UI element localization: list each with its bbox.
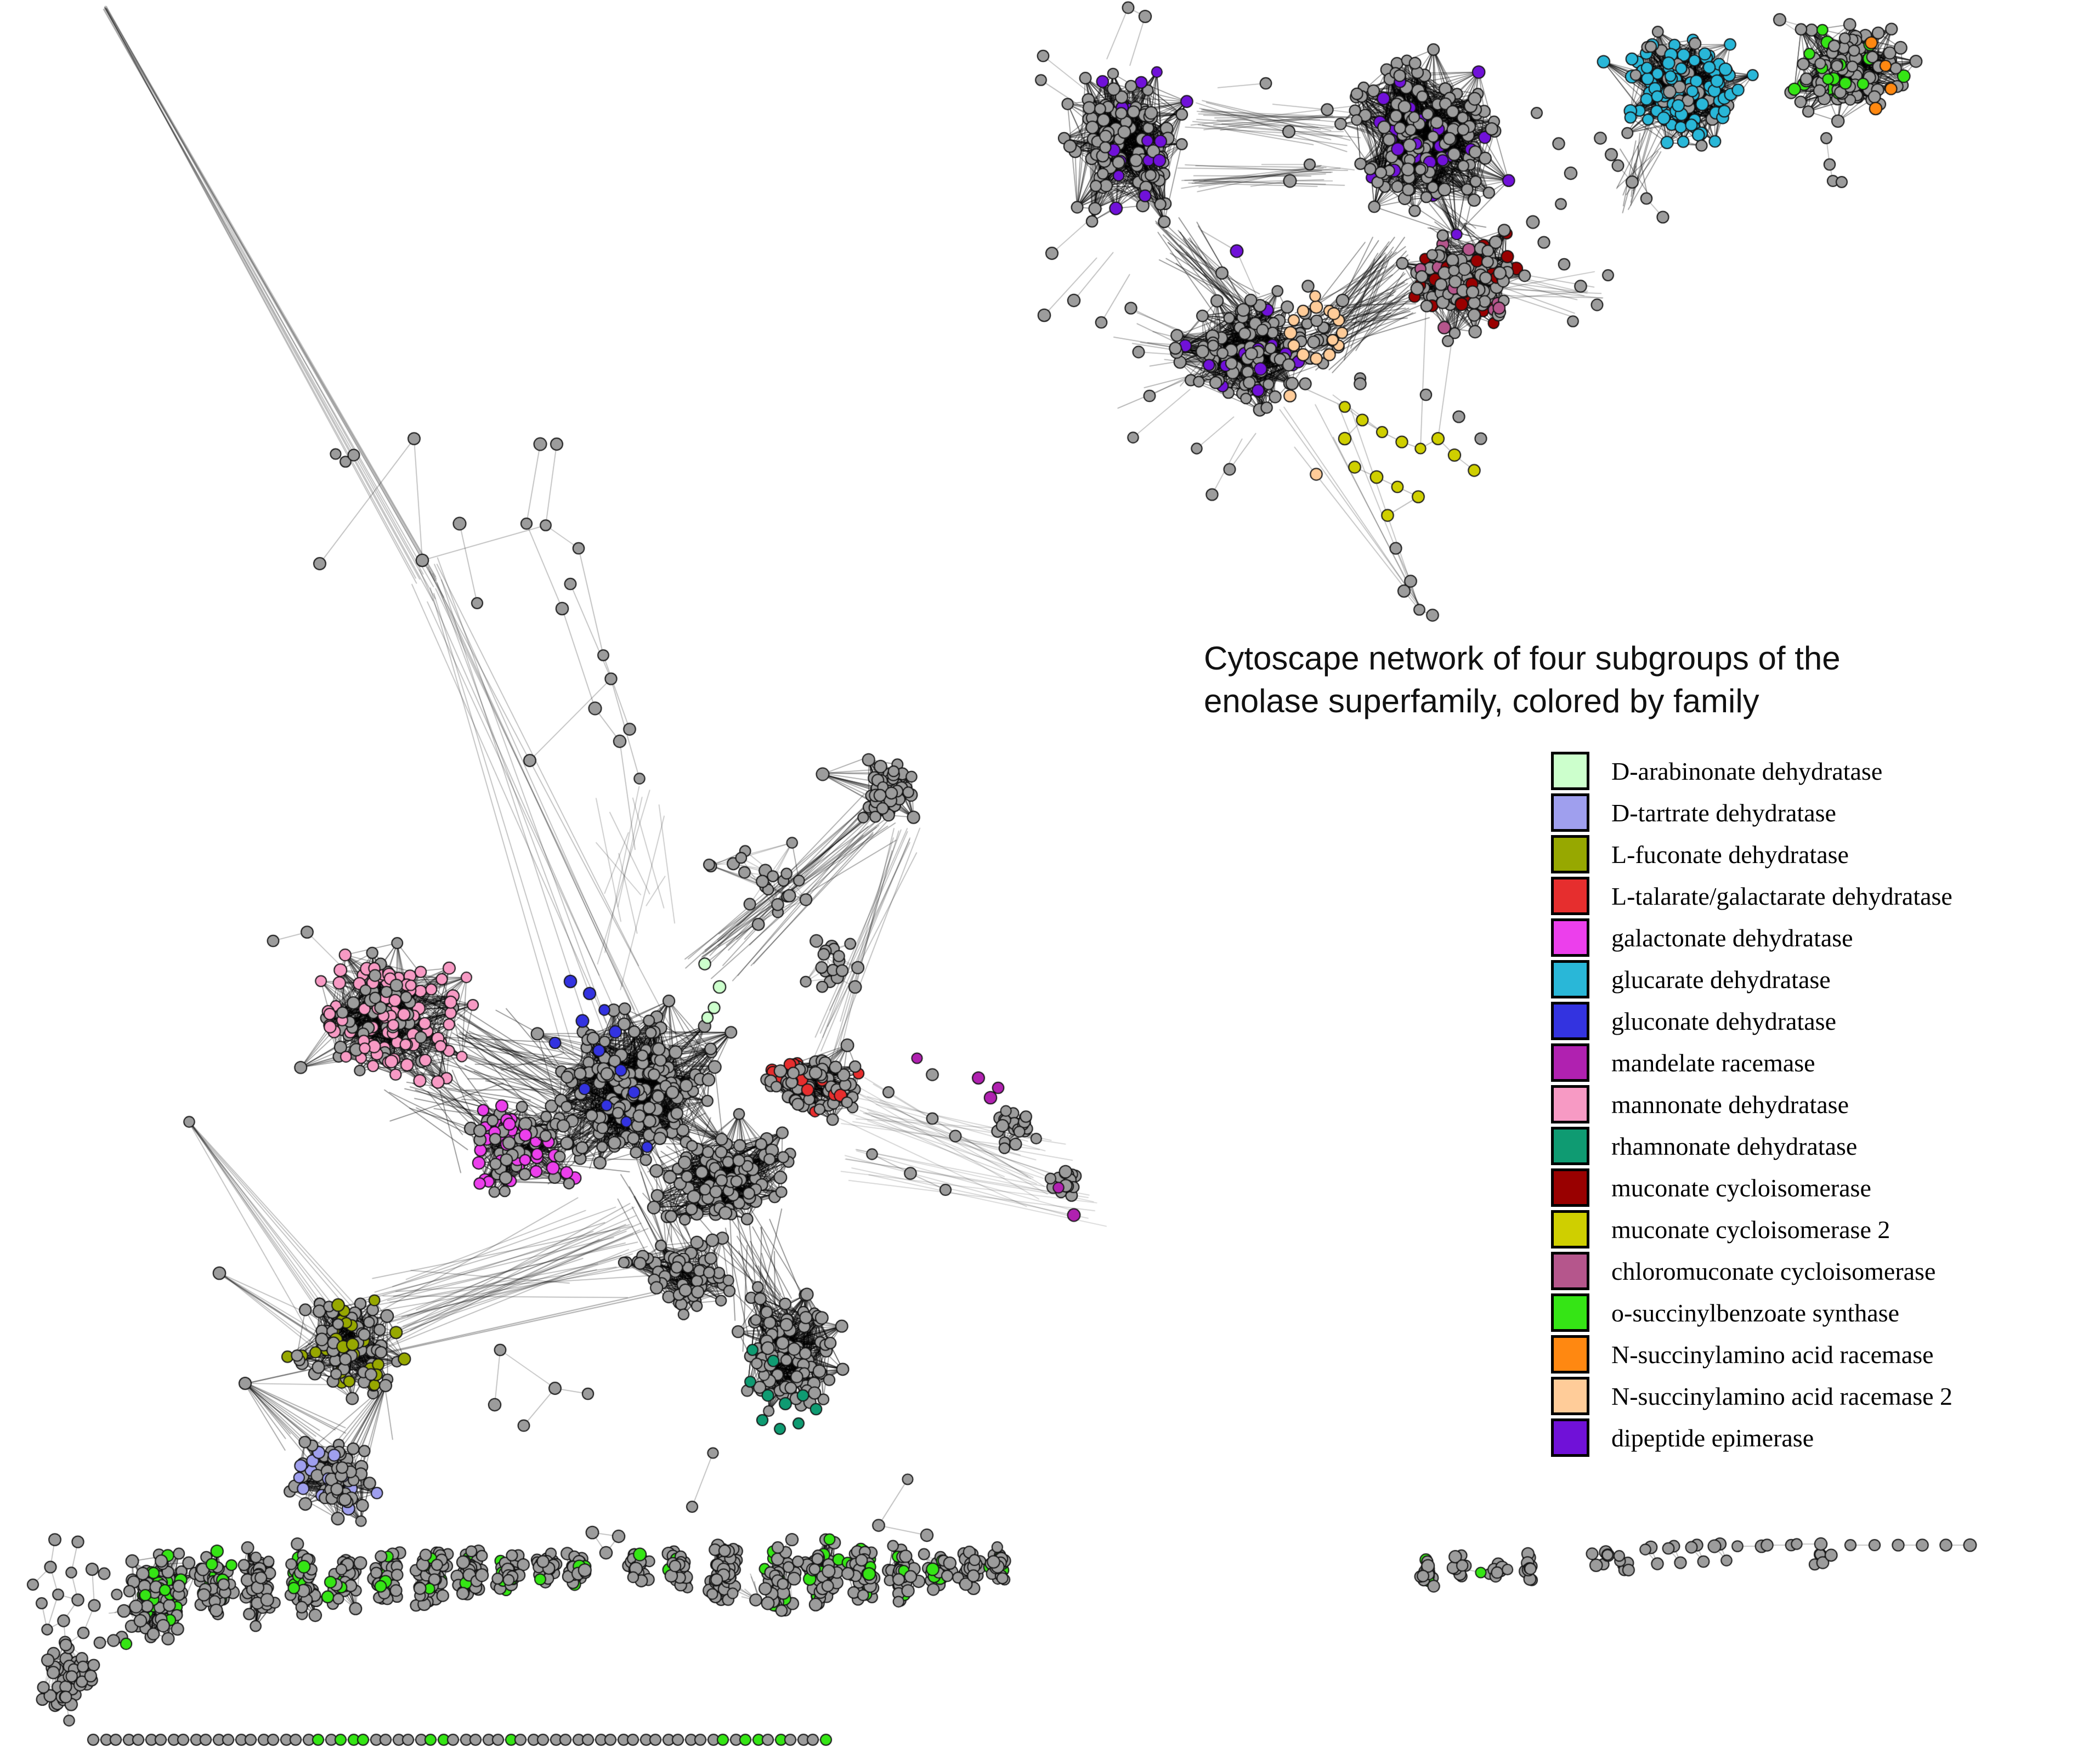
legend-item: dipeptide epimerase (1551, 1417, 1952, 1458)
legend-swatch-icon (1551, 1335, 1589, 1374)
figure-title: Cytoscape network of four subgroups of t… (1204, 637, 1841, 723)
legend-item: muconate cycloisomerase 2 (1551, 1208, 1952, 1250)
legend-label: N-succinylamino acid racemase 2 (1611, 1382, 1953, 1410)
legend-swatch-icon (1551, 918, 1589, 957)
legend-item: muconate cycloisomerase (1551, 1167, 1952, 1208)
legend-swatch-icon (1551, 1210, 1589, 1248)
legend-item: D-arabinonate dehydratase (1551, 750, 1952, 792)
legend-label: mannonate dehydratase (1611, 1090, 1849, 1119)
legend-item: o-succinylbenzoate synthase (1551, 1292, 1952, 1333)
legend-item: mandelate racemase (1551, 1042, 1952, 1083)
legend-item: chloromuconate cycloisomerase (1551, 1250, 1952, 1292)
legend-label: muconate cycloisomerase (1611, 1173, 1871, 1202)
legend-swatch-icon (1551, 1377, 1589, 1415)
legend-label: D-tartrate dehydratase (1611, 798, 1836, 827)
legend-label: glucarate dehydratase (1611, 965, 1831, 994)
legend-swatch-icon (1551, 1293, 1589, 1332)
legend-swatch-icon (1551, 877, 1589, 915)
legend-item: glucarate dehydratase (1551, 958, 1952, 1000)
legend-item: N-succinylamino acid racemase (1551, 1333, 1952, 1375)
legend-item: N-succinylamino acid racemase 2 (1551, 1375, 1952, 1417)
legend-item: L-fuconate dehydratase (1551, 833, 1952, 875)
legend-label: mandelate racemase (1611, 1048, 1815, 1077)
figure-title-line2: enolase superfamily, colored by family (1204, 683, 1759, 719)
legend-label: galactonate dehydratase (1611, 923, 1853, 952)
legend-item: galactonate dehydratase (1551, 917, 1952, 958)
legend-item: L-talarate/galactarate dehydratase (1551, 875, 1952, 917)
legend-swatch-icon (1551, 1002, 1589, 1040)
legend-swatch-icon (1551, 960, 1589, 998)
legend-swatch-icon (1551, 1085, 1589, 1123)
legend-swatch-icon (1551, 1252, 1589, 1290)
legend-swatch-icon (1551, 793, 1589, 832)
legend-label: chloromuconate cycloisomerase (1611, 1257, 1936, 1285)
legend-swatch-icon (1551, 1043, 1589, 1082)
legend-swatch-icon (1551, 1168, 1589, 1207)
legend-swatch-icon (1551, 752, 1589, 790)
legend-item: D-tartrate dehydratase (1551, 792, 1952, 833)
legend-swatch-icon (1551, 1418, 1589, 1457)
legend-label: o-succinylbenzoate synthase (1611, 1298, 1899, 1327)
legend-label: L-fuconate dehydratase (1611, 840, 1849, 869)
legend-swatch-icon (1551, 835, 1589, 873)
legend-label: gluconate dehydratase (1611, 1007, 1836, 1035)
legend-label: muconate cycloisomerase 2 (1611, 1215, 1890, 1244)
figure-title-line1: Cytoscape network of four subgroups of t… (1204, 640, 1841, 677)
legend-swatch-icon (1551, 1127, 1589, 1165)
legend-label: N-succinylamino acid racemase (1611, 1340, 1934, 1369)
legend: D-arabinonate dehydratase D-tartrate dehy… (1551, 750, 1952, 1458)
legend-label: rhamnonate dehydratase (1611, 1132, 1858, 1160)
legend-label: L-talarate/galactarate dehydratase (1611, 882, 1952, 910)
legend-label: dipeptide epimerase (1611, 1423, 1814, 1452)
legend-item: rhamnonate dehydratase (1551, 1125, 1952, 1167)
legend-label: D-arabinonate dehydratase (1611, 757, 1883, 785)
legend-item: mannonate dehydratase (1551, 1083, 1952, 1125)
legend-item: gluconate dehydratase (1551, 1000, 1952, 1042)
